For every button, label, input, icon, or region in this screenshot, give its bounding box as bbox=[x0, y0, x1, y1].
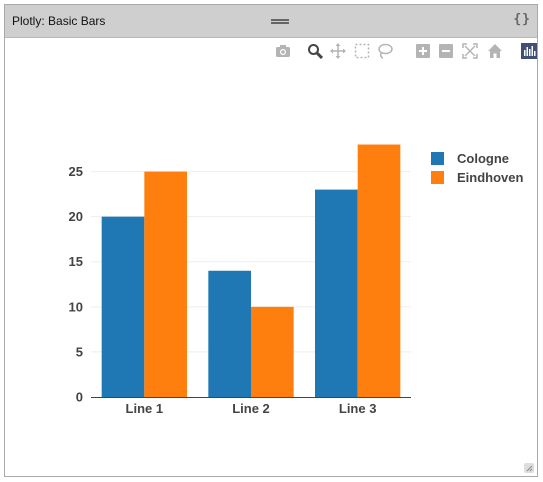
panel-titlebar[interactable]: Plotly: Basic Bars {} bbox=[5, 5, 537, 38]
modebar bbox=[275, 43, 537, 61]
drag-handle-icon[interactable] bbox=[271, 19, 289, 24]
bar-cologne-line-1[interactable] bbox=[101, 216, 145, 397]
bar-eindhoven-line-2[interactable] bbox=[251, 306, 294, 397]
bar-cologne-line-2[interactable] bbox=[208, 270, 251, 397]
x-tick-label: Line 2 bbox=[232, 401, 270, 416]
y-tick-label: 5 bbox=[76, 344, 83, 359]
legend-label: Cologne bbox=[457, 151, 509, 166]
legend[interactable]: Cologne Eindhoven bbox=[431, 151, 524, 185]
code-toggle-icon[interactable]: {} bbox=[513, 12, 531, 27]
reset-axes-icon[interactable] bbox=[487, 43, 503, 59]
bar-chart: 0 5 10 15 20 25 Line 1 Line 2 Line 3 Cologne Ein… bbox=[69, 144, 524, 416]
y-axis-ticks: 0 5 10 15 20 25 bbox=[69, 164, 83, 404]
legend-swatch bbox=[431, 171, 444, 184]
legend-item-cologne[interactable]: Cologne bbox=[431, 151, 509, 166]
y-tick-label: 20 bbox=[69, 209, 83, 224]
autoscale-icon[interactable] bbox=[462, 43, 478, 59]
legend-label: Eindhoven bbox=[457, 170, 524, 185]
panel-title: Plotly: Basic Bars bbox=[12, 14, 106, 28]
bar-eindhoven-line-1[interactable] bbox=[144, 171, 187, 397]
bar-cologne-line-3[interactable] bbox=[315, 189, 358, 397]
resize-handle-icon[interactable] bbox=[524, 463, 534, 473]
lasso-icon[interactable] bbox=[377, 43, 393, 59]
zoom-icon[interactable] bbox=[307, 43, 323, 59]
zoom-out-icon[interactable] bbox=[438, 43, 454, 59]
x-tick-label: Line 3 bbox=[339, 401, 377, 416]
legend-item-eindhoven[interactable]: Eindhoven bbox=[431, 170, 524, 185]
box-select-icon[interactable] bbox=[354, 43, 370, 59]
x-axis-ticks: Line 1 Line 2 Line 3 bbox=[126, 401, 377, 416]
x-tick-label: Line 1 bbox=[126, 401, 164, 416]
bars bbox=[101, 144, 401, 397]
plot-panel: Plotly: Basic Bars {} bbox=[4, 4, 538, 477]
y-tick-label: 10 bbox=[69, 299, 83, 314]
plotly-logo-icon[interactable] bbox=[521, 43, 537, 59]
zoom-in-icon[interactable] bbox=[415, 43, 431, 59]
y-tick-label: 25 bbox=[69, 164, 83, 179]
pan-icon[interactable] bbox=[330, 43, 346, 59]
y-tick-label: 15 bbox=[69, 254, 83, 269]
camera-icon[interactable] bbox=[275, 43, 291, 59]
y-tick-label: 0 bbox=[76, 390, 83, 405]
legend-swatch bbox=[431, 152, 444, 165]
bar-eindhoven-line-3[interactable] bbox=[357, 144, 401, 397]
